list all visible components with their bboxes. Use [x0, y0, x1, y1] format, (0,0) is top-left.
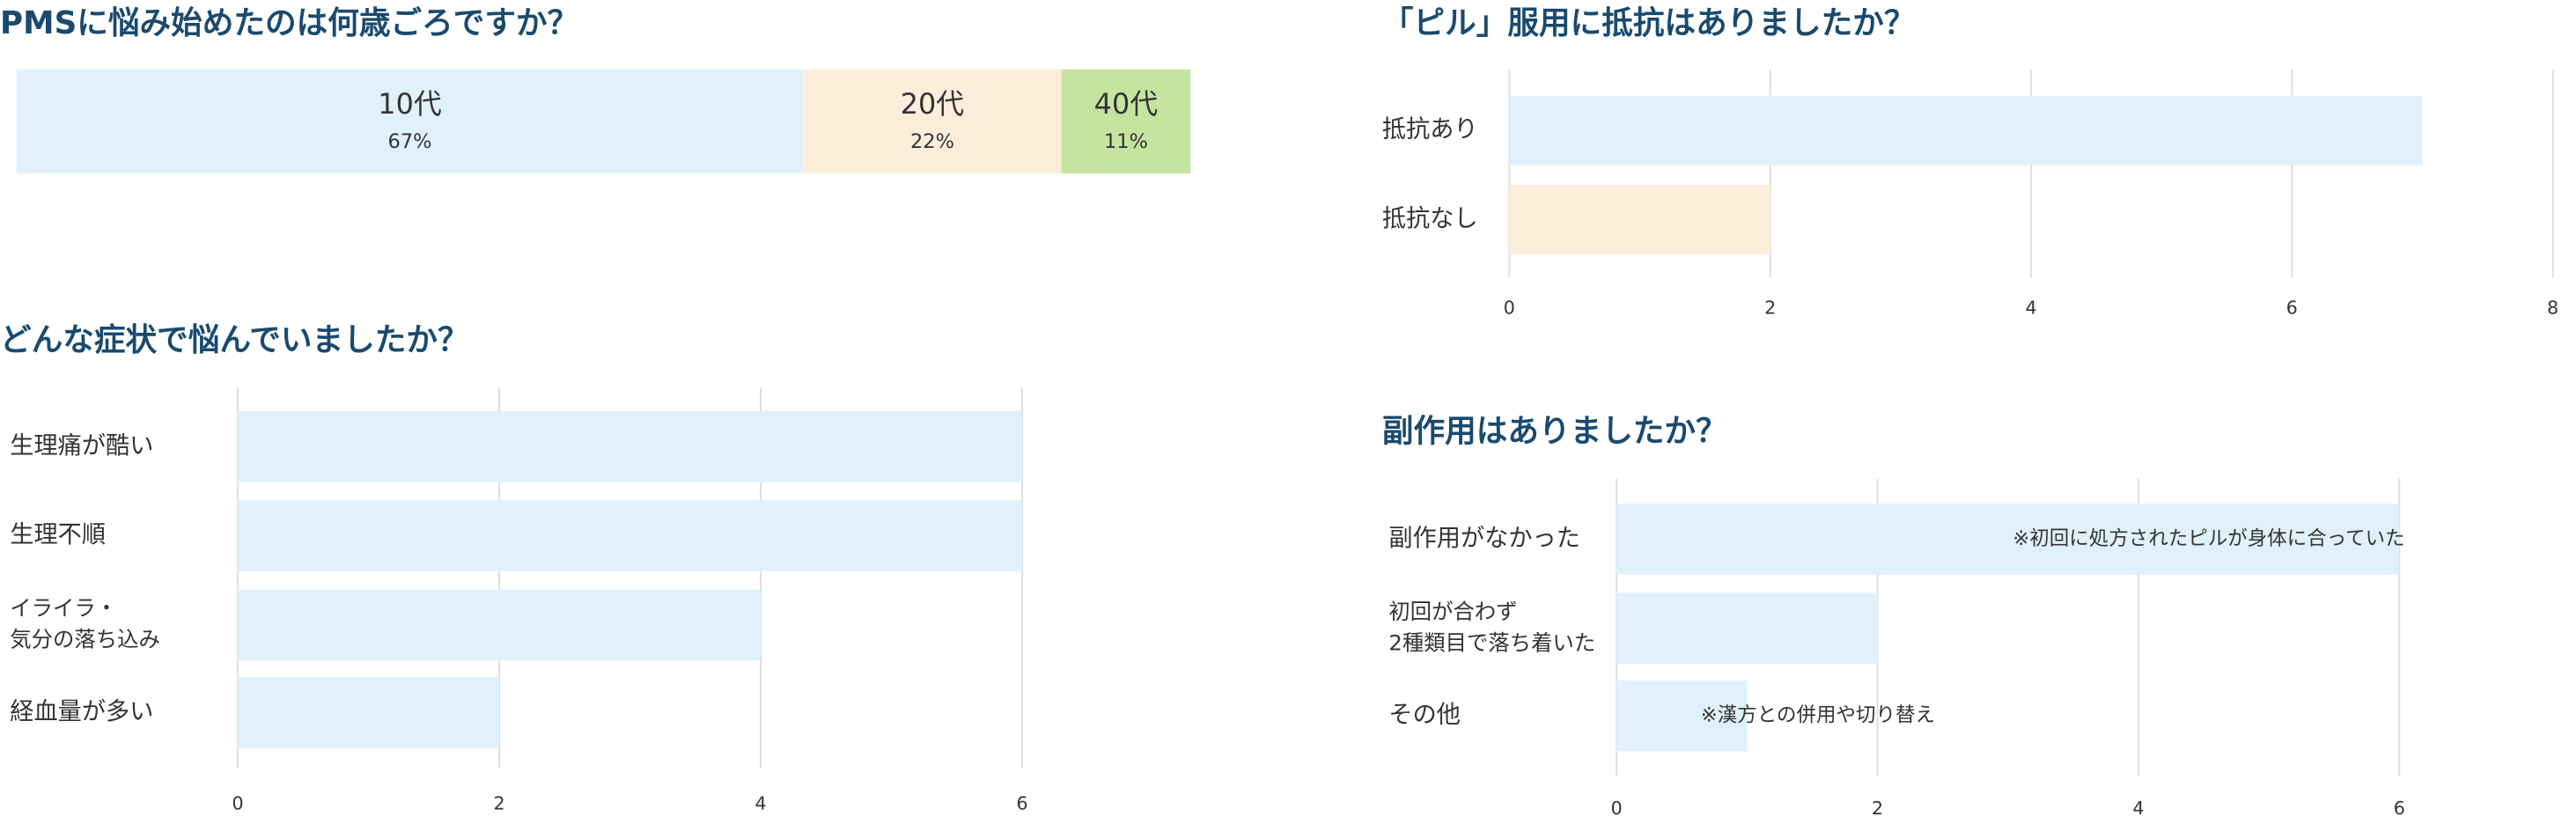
x-tick-label: 0 [1504, 298, 1515, 319]
category-label: 生理不順 [10, 521, 106, 548]
chart-title: 副作用はありましたか？ [1382, 413, 1727, 449]
bar [238, 677, 500, 748]
x-tick-label: 6 [2286, 298, 2298, 319]
category-label: 経血量が多い [10, 698, 153, 725]
category-label: イライラ・気分の落ち込み [10, 595, 160, 652]
bar [1616, 680, 1748, 752]
category-label: 初回が合わず 2種類目で落ち着いた [1388, 599, 1595, 656]
segment-value: 11% [1104, 130, 1148, 153]
x-tick-label: 2 [494, 792, 505, 813]
segment-label: 10代 [378, 87, 442, 121]
x-tick-label: 0 [1611, 798, 1623, 817]
bar-segment [803, 69, 1062, 173]
category-label: 抵抗あり [1382, 116, 1478, 144]
bar [1616, 504, 2400, 575]
x-tick-label: 4 [2132, 798, 2144, 817]
bar [238, 411, 1023, 482]
category-label: 抵抗なし [1382, 205, 1478, 232]
x-tick-label: 4 [754, 792, 766, 813]
bar [1509, 185, 1770, 254]
bar-segment [1061, 69, 1191, 173]
segment-value: 67% [388, 130, 432, 153]
category-label: 副作用がなかった [1388, 525, 1580, 552]
x-tick-label: 0 [232, 792, 244, 813]
chart-title: どんな症状で悩んでいましたか？ [0, 322, 469, 358]
bar [238, 500, 1023, 571]
segment-label: 20代 [901, 87, 965, 121]
bar-note: ※漢方との併用や切り替え [1701, 704, 1935, 727]
x-tick-label: 6 [1016, 792, 1027, 813]
x-tick-label: 4 [2025, 298, 2036, 319]
chart-title: 「ピル」服用に抵抗はありましたか？ [1382, 5, 1916, 41]
bar [1616, 593, 1878, 664]
category-label: 生理痛が酷い [10, 432, 153, 460]
x-tick-label: 2 [1764, 298, 1776, 319]
bar [1509, 95, 2423, 166]
chart-title: PMSに悩み始めたのは何歳ごろですか？ [0, 5, 578, 41]
segment-value: 22% [910, 130, 954, 153]
bar-segment [16, 69, 804, 173]
bar-note: ※初回に処方されたピルが身体に合っていた [2013, 527, 2404, 550]
x-tick-label: 6 [2394, 798, 2405, 817]
x-tick-label: 2 [1872, 798, 1883, 817]
category-label: その他 [1388, 702, 1461, 729]
x-tick-label: 8 [2547, 298, 2558, 319]
segment-label: 40代 [1094, 87, 1159, 121]
bar [238, 589, 762, 661]
